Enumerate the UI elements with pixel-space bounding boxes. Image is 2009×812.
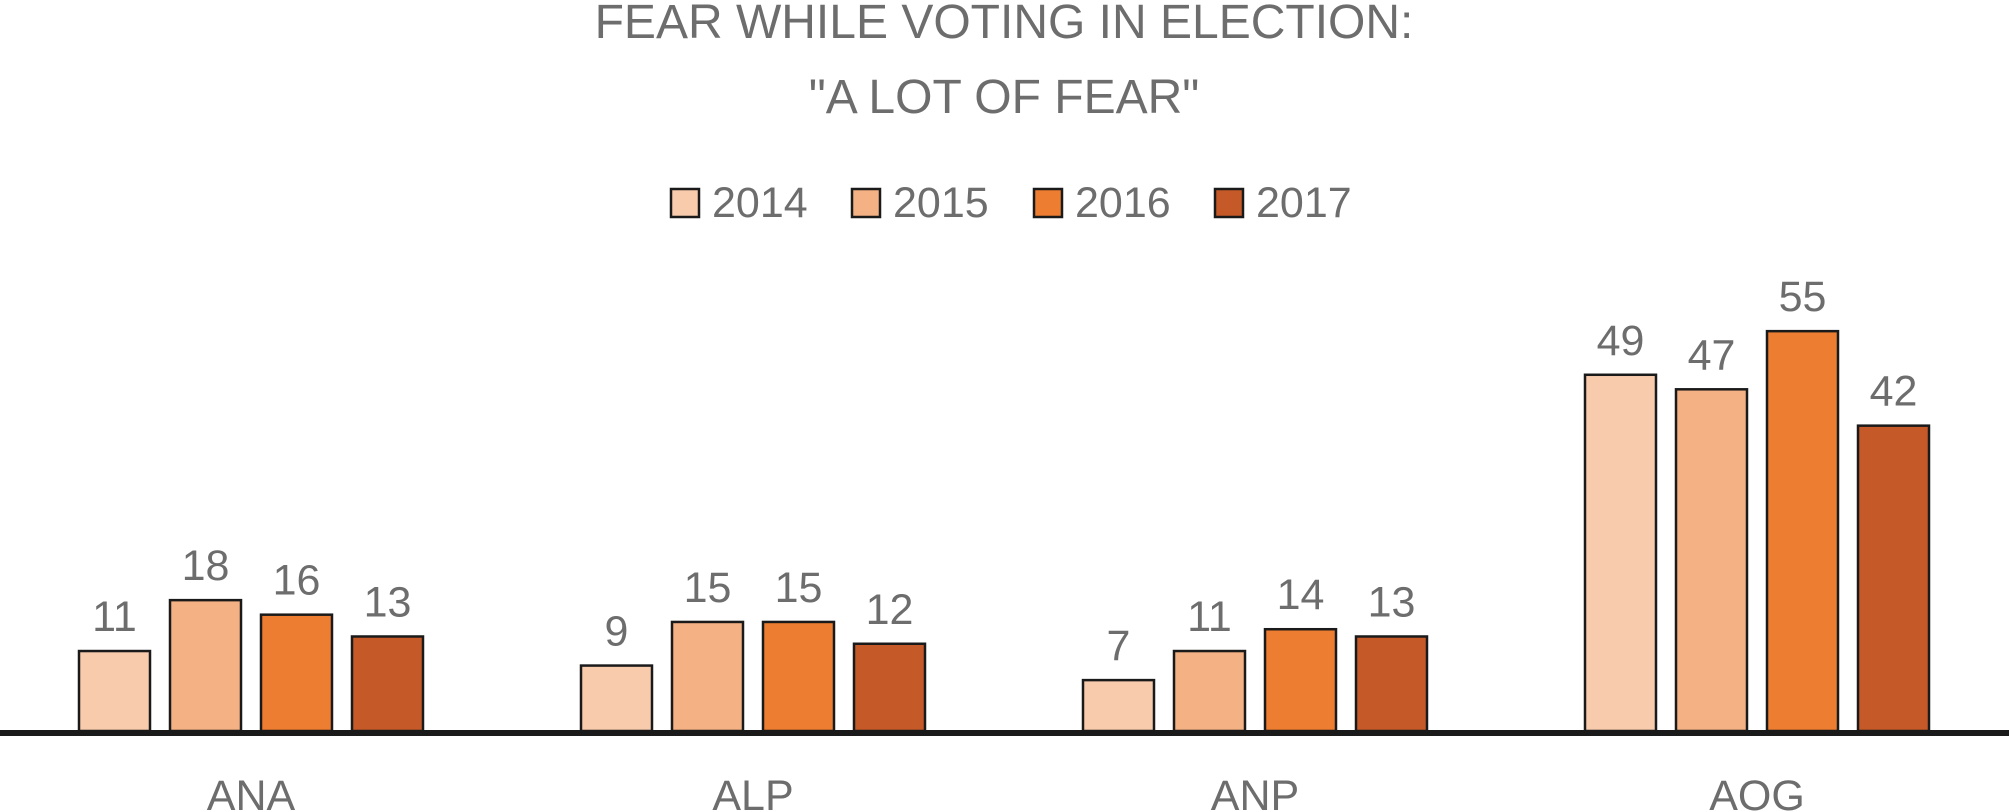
data-label-anp-2017: 13 [1368, 578, 1416, 626]
data-label-aog-2016: 55 [1779, 273, 1827, 321]
data-label-anp-2016: 14 [1277, 571, 1325, 619]
bar-alp-2014 [579, 664, 654, 733]
category-label-anp: ANP [1211, 772, 1299, 812]
legend: 2014 2015 2016 2017 [669, 179, 1352, 227]
category-label-alp: ALP [712, 772, 793, 812]
bar-alp-2016 [761, 620, 836, 733]
legend-swatch-2017 [1213, 187, 1245, 219]
bar-ana-2014 [77, 649, 152, 733]
bar-alp-2017 [852, 642, 927, 733]
bar-ana-2015 [168, 598, 243, 733]
bar-aog-2014 [1583, 373, 1658, 733]
bar-anp-2017 [1354, 635, 1429, 733]
legend-label-2014: 2014 [712, 179, 808, 227]
data-label-ana-2014: 11 [92, 593, 137, 641]
data-label-aog-2014: 49 [1597, 317, 1645, 365]
bars [77, 329, 1931, 733]
data-label-anp-2015: 11 [1187, 593, 1232, 641]
data-label-aog-2017: 42 [1870, 368, 1918, 416]
data-label-anp-2014: 7 [1107, 622, 1131, 670]
bar-anp-2015 [1172, 649, 1247, 733]
legend-label-2016: 2016 [1075, 179, 1171, 227]
data-label-alp-2016: 15 [775, 564, 823, 612]
data-labels: 11 18 16 13 9 15 15 12 7 11 14 13 49 47 55 42 [92, 273, 1917, 670]
data-label-ana-2015: 18 [182, 542, 230, 590]
bar-alp-2015 [670, 620, 745, 733]
bar-ana-2016 [259, 613, 334, 733]
chart-subtitle: "A LOT OF FEAR" [809, 71, 1200, 124]
data-label-alp-2015: 15 [684, 564, 732, 612]
chart-title: FEAR WHILE VOTING IN ELECTION: [595, 0, 1414, 49]
legend-label-2015: 2015 [893, 179, 989, 227]
bar-aog-2016 [1765, 329, 1840, 733]
category-label-aog: AOG [1709, 772, 1805, 812]
bar-aog-2015 [1674, 388, 1749, 733]
bar-anp-2016 [1263, 627, 1338, 733]
data-label-aog-2015: 47 [1688, 331, 1736, 379]
legend-swatch-2016 [1032, 187, 1064, 219]
data-label-ana-2016: 16 [273, 557, 321, 605]
legend-label-2017: 2017 [1256, 179, 1352, 227]
bar-ana-2017 [350, 635, 425, 733]
category-label-ana: ANA [207, 772, 296, 812]
data-label-ana-2017: 13 [364, 578, 412, 626]
legend-swatch-2014 [669, 187, 701, 219]
legend-swatch-2015 [850, 187, 882, 219]
data-label-alp-2017: 12 [866, 586, 914, 634]
bar-anp-2014 [1081, 678, 1156, 733]
bar-aog-2017 [1856, 424, 1931, 733]
category-labels: ANA ALP ANP AOG [207, 772, 1805, 812]
data-label-alp-2014: 9 [605, 608, 629, 656]
